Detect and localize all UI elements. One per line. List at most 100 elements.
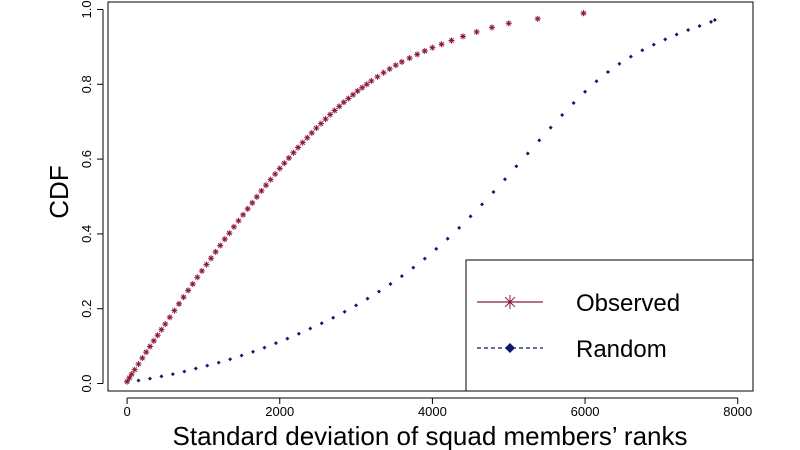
observed-point bbox=[421, 47, 428, 54]
random-point bbox=[308, 326, 313, 331]
asterisk-stroke bbox=[151, 338, 157, 344]
asterisk-stroke bbox=[208, 255, 214, 261]
asterisk-stroke bbox=[345, 96, 351, 101]
observed-point bbox=[217, 242, 224, 249]
observed-point bbox=[276, 165, 283, 172]
observed-point bbox=[322, 116, 329, 123]
observed-point bbox=[308, 129, 315, 136]
random-point bbox=[182, 369, 187, 374]
observed-point bbox=[253, 193, 260, 200]
asterisk-stroke bbox=[162, 321, 168, 327]
random-point bbox=[583, 89, 588, 94]
random-point bbox=[136, 378, 141, 383]
asterisk-stroke bbox=[139, 355, 145, 361]
x-axis-label: Standard deviation of squad members’ ran… bbox=[173, 421, 688, 450]
random-point bbox=[422, 256, 427, 261]
asterisk-stroke bbox=[286, 155, 292, 161]
x-tick-label: 4000 bbox=[418, 404, 447, 419]
observed-point bbox=[212, 248, 219, 255]
asterisk-stroke bbox=[368, 78, 374, 84]
random-point bbox=[376, 289, 381, 294]
asterisk-stroke bbox=[327, 112, 333, 118]
y-tick-label: 0.0 bbox=[79, 374, 94, 392]
observed-point bbox=[143, 349, 150, 356]
observed-point bbox=[350, 91, 357, 98]
series-observed bbox=[124, 10, 587, 385]
asterisk-stroke bbox=[336, 103, 342, 109]
observed-point bbox=[386, 65, 393, 72]
asterisk-stroke bbox=[258, 188, 264, 194]
random-point bbox=[628, 54, 633, 59]
asterisk-stroke bbox=[300, 140, 306, 146]
observed-point bbox=[150, 337, 157, 344]
series-random bbox=[136, 17, 717, 383]
asterisk-stroke bbox=[126, 375, 132, 381]
observed-point bbox=[166, 314, 173, 321]
asterisk-stroke bbox=[304, 135, 310, 141]
asterisk-stroke bbox=[414, 51, 420, 57]
observed-point bbox=[473, 28, 480, 35]
asterisk-stroke bbox=[176, 301, 182, 307]
legend-box bbox=[465, 259, 754, 392]
random-point bbox=[537, 138, 542, 143]
asterisk-stroke bbox=[277, 165, 283, 171]
random-point bbox=[468, 214, 473, 219]
asterisk-stroke bbox=[155, 332, 161, 338]
asterisk-stroke bbox=[506, 20, 512, 26]
asterisk-stroke bbox=[381, 70, 387, 76]
random-point bbox=[674, 32, 679, 37]
observed-point bbox=[392, 62, 399, 69]
random-point bbox=[239, 353, 244, 358]
asterisk-stroke bbox=[268, 177, 274, 183]
random-point bbox=[571, 100, 576, 105]
asterisk-stroke bbox=[272, 171, 278, 177]
asterisk-stroke bbox=[226, 230, 232, 236]
y-tick-label: 1.0 bbox=[79, 0, 94, 18]
random-point bbox=[663, 37, 668, 42]
asterisk-stroke bbox=[364, 81, 370, 87]
random-point bbox=[514, 164, 519, 169]
observed-point bbox=[180, 294, 187, 301]
random-point bbox=[491, 190, 496, 195]
observed-point bbox=[198, 267, 205, 274]
asterisk-stroke bbox=[240, 212, 246, 218]
random-point bbox=[594, 79, 599, 84]
random-point bbox=[640, 48, 645, 53]
random-point bbox=[159, 374, 164, 379]
random-point bbox=[605, 69, 610, 74]
random-point bbox=[445, 236, 450, 241]
random-point bbox=[342, 309, 347, 314]
asterisk-stroke bbox=[199, 268, 205, 274]
observed-point bbox=[185, 287, 192, 294]
x-tick-label: 0 bbox=[123, 404, 130, 419]
observed-point bbox=[295, 144, 302, 151]
asterisk-stroke bbox=[190, 281, 196, 287]
observed-point bbox=[380, 69, 387, 76]
observed-point bbox=[290, 149, 297, 156]
asterisk-stroke bbox=[429, 45, 435, 51]
random-point bbox=[193, 366, 198, 371]
observed-point bbox=[272, 171, 279, 178]
observed-point bbox=[304, 134, 311, 141]
asterisk-stroke bbox=[217, 243, 223, 248]
observed-point bbox=[158, 326, 165, 333]
observed-point bbox=[208, 255, 215, 262]
observed-point bbox=[398, 58, 405, 65]
asterisk-stroke bbox=[129, 371, 135, 377]
asterisk-stroke bbox=[449, 38, 454, 44]
random-point bbox=[170, 372, 175, 377]
asterisk-stroke bbox=[171, 308, 177, 314]
observed-point bbox=[359, 84, 366, 91]
x-tick-label: 2000 bbox=[265, 404, 294, 419]
x-tick-label: 6000 bbox=[571, 404, 600, 419]
observed-point bbox=[459, 33, 466, 40]
random-point bbox=[697, 23, 702, 28]
random-point bbox=[296, 331, 301, 336]
random-point bbox=[548, 125, 553, 130]
random-point bbox=[434, 246, 439, 251]
y-tick-label: 0.8 bbox=[79, 75, 94, 93]
asterisk-stroke bbox=[143, 349, 149, 355]
asterisk-stroke bbox=[581, 10, 587, 16]
observed-point bbox=[374, 73, 381, 80]
